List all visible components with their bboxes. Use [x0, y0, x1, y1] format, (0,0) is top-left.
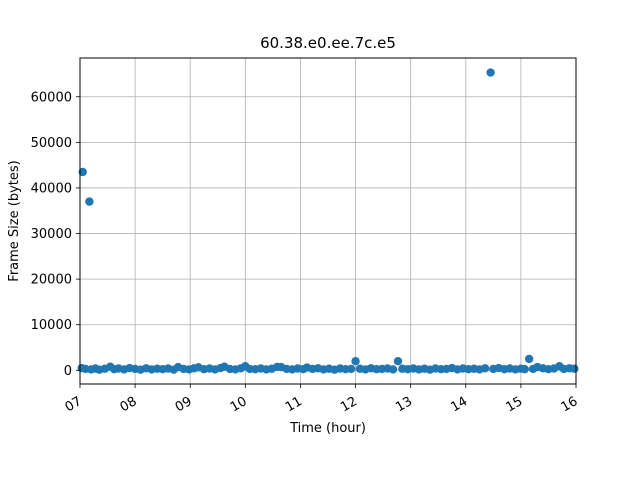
- x-tick-label: 12: [338, 394, 360, 415]
- y-tick-label: 40000: [31, 181, 72, 196]
- data-point: [346, 364, 356, 374]
- y-tick-label: 0: [64, 364, 72, 379]
- plot-frame: [79, 57, 577, 385]
- x-tick-label: 09: [173, 394, 195, 415]
- chart-title: 60.38.e0.ee.7c.e5: [260, 34, 396, 52]
- data-point: [393, 357, 403, 366]
- data-point: [520, 364, 529, 374]
- data-point: [351, 357, 360, 366]
- x-tick-label: 11: [283, 394, 305, 415]
- y-axis-label: Frame Size (bytes): [7, 160, 22, 281]
- x-tick-label: 16: [559, 394, 581, 415]
- x-tick-label: 10: [228, 394, 250, 415]
- y-tick-label: 20000: [31, 273, 72, 288]
- x-tick-label: 13: [393, 394, 415, 415]
- y-tick-label: 10000: [31, 318, 72, 333]
- x-tick-label: 15: [503, 394, 525, 415]
- data-point: [486, 68, 495, 77]
- x-tick-label: 14: [448, 394, 470, 415]
- data-point: [388, 365, 398, 374]
- data-points: [77, 68, 579, 374]
- y-tick-label: 50000: [31, 136, 72, 151]
- data-point: [85, 197, 94, 206]
- y-tick-label: 30000: [31, 227, 72, 242]
- data-point: [78, 167, 87, 177]
- y-tick-label: 60000: [31, 90, 72, 105]
- data-point: [524, 354, 534, 364]
- x-axis-label: Time (hour): [289, 421, 366, 436]
- x-tick-label: 08: [118, 394, 140, 415]
- data-point: [570, 364, 579, 373]
- x-tick-label: 07: [63, 394, 85, 415]
- axis-ticks: 07 08 09 10 11 12 13 14 15 16 0 10000 20000 30000 4000…: [31, 90, 581, 415]
- data-point: [480, 364, 490, 373]
